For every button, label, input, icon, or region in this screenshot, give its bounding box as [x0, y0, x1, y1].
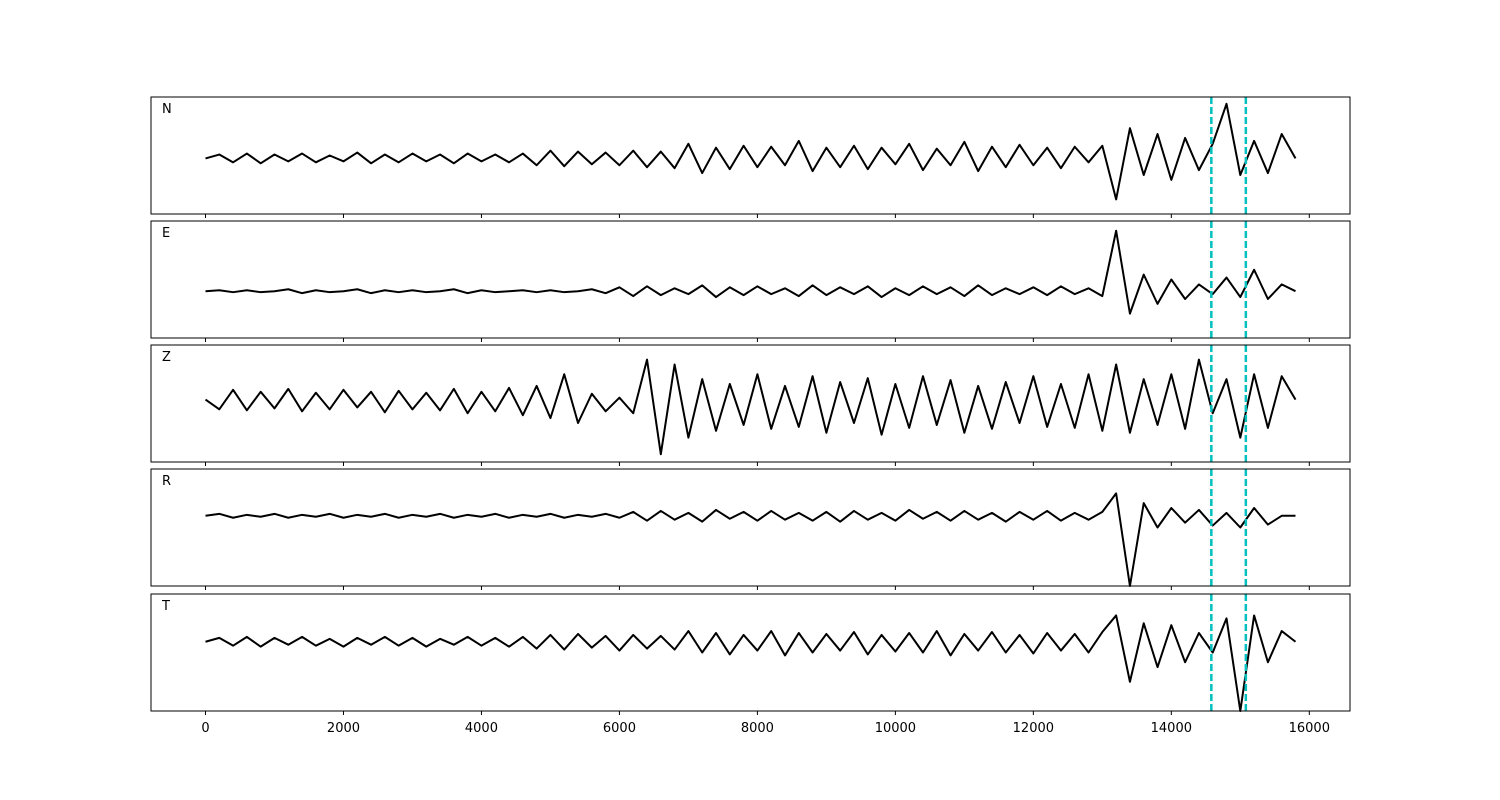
panel-label: N: [162, 102, 172, 117]
x-tick-label: 0: [201, 721, 209, 736]
trace: [205, 614, 1297, 712]
panel-frame: [150, 220, 1351, 339]
x-tick-label: 12000: [1013, 721, 1054, 736]
x-tick-label: 10000: [875, 721, 916, 736]
x-tick-label: 2000: [327, 721, 360, 736]
panel-frame: [150, 344, 1351, 463]
panel-label: T: [161, 599, 170, 614]
trace: [205, 229, 1296, 315]
x-tick-label: 16000: [1289, 721, 1330, 736]
x-tick-label: 4000: [465, 721, 498, 736]
trace: [205, 102, 1297, 201]
x-tick-label: 14000: [1151, 721, 1192, 736]
panel-label: R: [162, 474, 171, 489]
x-tick-label: 6000: [603, 721, 636, 736]
panel-frame: [150, 593, 1351, 712]
panel-label: Z: [162, 350, 171, 365]
trace: [205, 492, 1296, 587]
x-tick-label: 8000: [741, 721, 774, 736]
panel-frame: [150, 468, 1351, 587]
panel-frame: [150, 96, 1351, 215]
panel-label: E: [162, 226, 170, 241]
trace: [204, 358, 1297, 456]
